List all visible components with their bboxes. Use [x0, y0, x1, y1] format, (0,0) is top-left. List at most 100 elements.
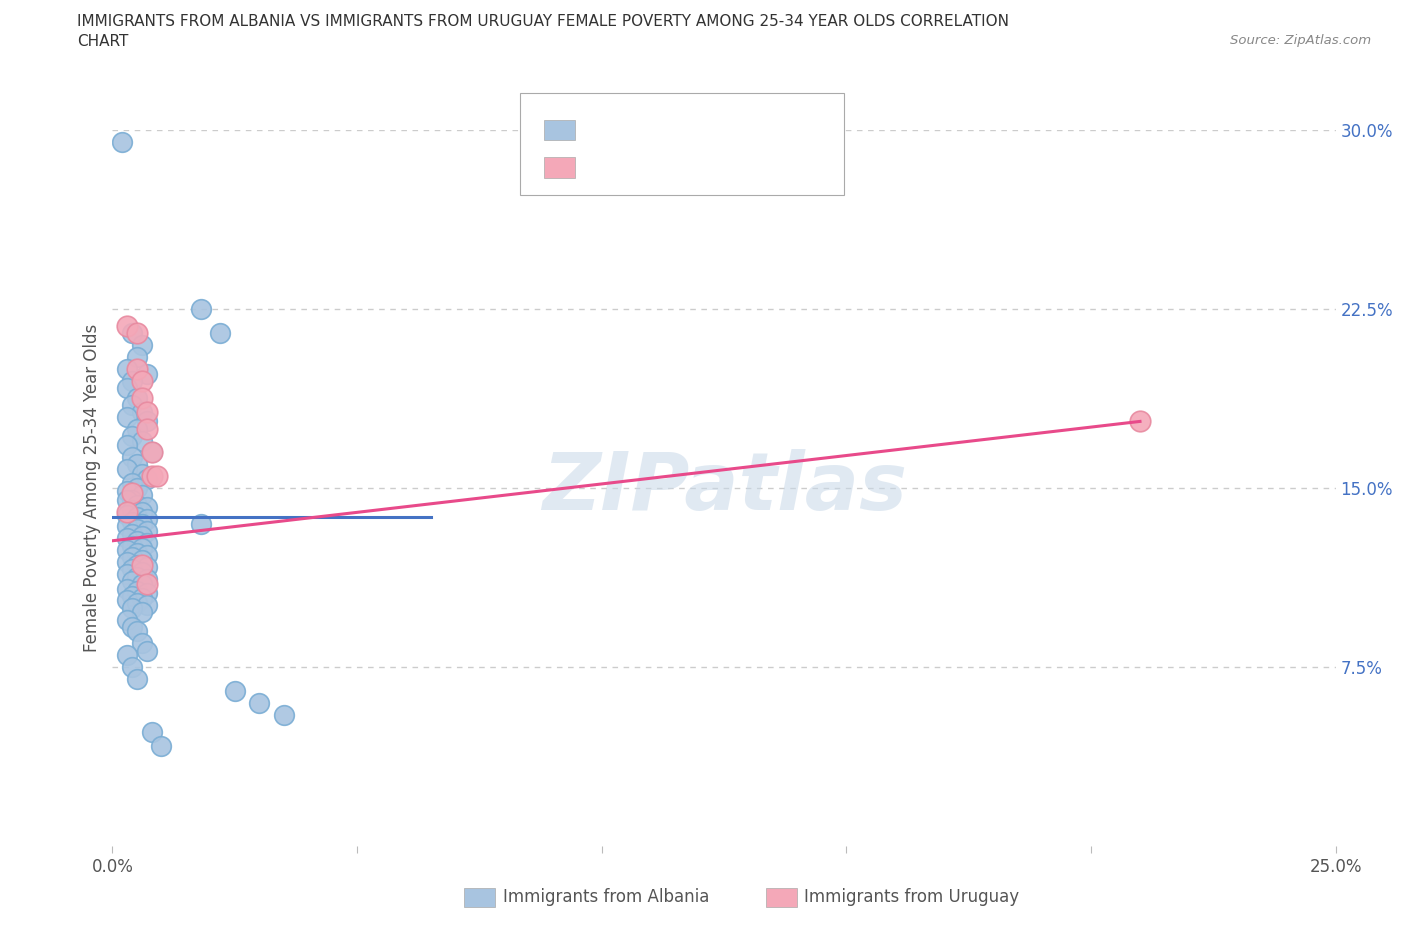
Point: [125, 421, 148, 436]
Point: [131, 405, 153, 419]
Point: [121, 326, 143, 340]
Point: [115, 493, 138, 508]
Point: [125, 569, 148, 584]
Point: [125, 583, 148, 598]
Point: [121, 493, 143, 508]
Point: [131, 374, 153, 389]
Point: [115, 593, 138, 608]
Point: [121, 374, 143, 389]
Point: [115, 581, 138, 596]
Point: [190, 517, 212, 532]
Point: [145, 469, 167, 484]
Point: [125, 624, 148, 639]
Point: [131, 577, 153, 591]
Text: 0.233: 0.233: [631, 153, 695, 172]
Point: [135, 586, 157, 601]
Point: [115, 566, 138, 581]
Text: Immigrants from Albania: Immigrants from Albania: [503, 888, 710, 907]
Point: [131, 338, 153, 352]
Point: [115, 438, 138, 453]
Point: [121, 574, 143, 589]
Point: [135, 421, 157, 436]
Point: [141, 445, 163, 460]
Point: [141, 469, 163, 484]
Point: [131, 517, 153, 532]
Point: [135, 405, 157, 419]
Point: [121, 550, 143, 565]
Point: [115, 318, 138, 333]
Point: [125, 671, 148, 686]
Point: [1129, 414, 1152, 429]
Point: [115, 648, 138, 663]
Point: [131, 565, 153, 579]
Point: [121, 502, 143, 517]
Point: [125, 362, 148, 377]
Point: [135, 644, 157, 658]
Point: [115, 543, 138, 558]
Point: [125, 510, 148, 525]
Point: [115, 380, 138, 395]
Point: [190, 301, 212, 316]
Point: [141, 724, 163, 739]
Point: [125, 595, 148, 610]
Point: [121, 476, 143, 491]
Point: [125, 522, 148, 537]
Point: [125, 350, 148, 365]
Point: [121, 660, 143, 675]
Point: [115, 612, 138, 627]
Point: [121, 397, 143, 412]
Point: [121, 429, 143, 444]
Point: [115, 507, 138, 522]
Point: [121, 485, 143, 500]
Point: [131, 467, 153, 482]
Point: [121, 589, 143, 604]
Point: [121, 619, 143, 634]
Text: N =: N =: [706, 116, 745, 135]
Point: [135, 560, 157, 575]
Point: [115, 519, 138, 534]
Point: [115, 484, 138, 498]
Point: [131, 636, 153, 651]
Point: [224, 684, 246, 698]
Point: [135, 366, 157, 381]
Text: Immigrants from Uruguay: Immigrants from Uruguay: [804, 888, 1019, 907]
Y-axis label: Female Poverty Among 25-34 Year Olds: Female Poverty Among 25-34 Year Olds: [83, 325, 101, 652]
Point: [150, 738, 173, 753]
Point: [125, 533, 148, 548]
Point: [125, 498, 148, 512]
Text: 89: 89: [745, 116, 768, 135]
Point: [135, 572, 157, 587]
Point: [135, 577, 157, 591]
Point: [111, 135, 134, 150]
Point: [115, 555, 138, 570]
Point: [125, 326, 148, 340]
Point: [135, 524, 157, 538]
Point: [131, 540, 153, 555]
Text: CHART: CHART: [77, 34, 129, 49]
Text: ZIPatlas: ZIPatlas: [541, 449, 907, 527]
Point: [131, 390, 153, 405]
Point: [121, 562, 143, 577]
Point: [135, 536, 157, 551]
Point: [121, 514, 143, 529]
Point: [141, 445, 163, 460]
Text: N =: N =: [706, 153, 745, 172]
Text: 15: 15: [745, 153, 768, 172]
Text: R =: R =: [586, 116, 626, 135]
Point: [131, 528, 153, 543]
Point: [125, 390, 148, 405]
Point: [131, 433, 153, 448]
Text: -0.000: -0.000: [631, 116, 689, 135]
Point: [131, 488, 153, 503]
Point: [115, 362, 138, 377]
Point: [209, 326, 232, 340]
Point: [131, 604, 153, 619]
Point: [135, 598, 157, 613]
Point: [131, 557, 153, 572]
Point: [121, 450, 143, 465]
Point: [135, 472, 157, 486]
Point: [135, 512, 157, 526]
Text: IMMIGRANTS FROM ALBANIA VS IMMIGRANTS FROM URUGUAY FEMALE POVERTY AMONG 25-34 YE: IMMIGRANTS FROM ALBANIA VS IMMIGRANTS FR…: [77, 14, 1010, 29]
Text: R =: R =: [586, 153, 626, 172]
Point: [115, 409, 138, 424]
